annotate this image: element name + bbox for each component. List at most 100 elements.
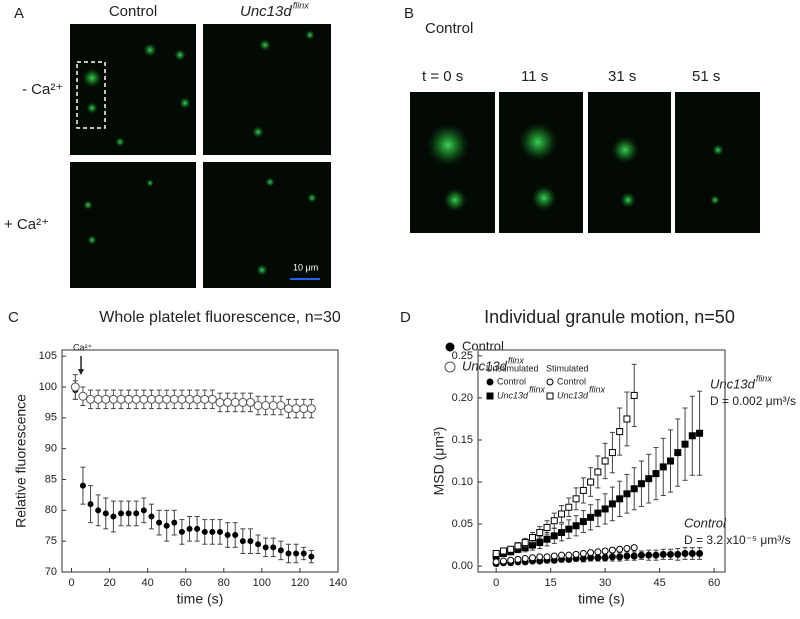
column-label: Unc13d [240,3,292,20]
plot-frame [477,349,726,573]
marker [514,542,522,550]
marker [140,507,147,514]
marker [308,553,315,560]
marker [216,528,223,535]
marker [445,342,455,352]
marker [601,554,609,562]
marker [492,558,500,566]
scale-label: 10 μm [293,262,318,272]
marker [536,553,544,561]
marker [270,544,277,551]
marker [486,378,494,386]
marker [93,394,103,404]
y-tick-label: 0.15 [452,434,473,446]
marker [536,528,544,536]
y-tick-label: 100 [39,381,57,393]
marker [601,505,609,513]
marker [587,513,595,521]
x-axis-label: time (s) [578,591,625,607]
marker [536,539,544,547]
marker [507,556,515,564]
marker [194,525,201,532]
marker [546,378,554,386]
marker [207,394,217,404]
marker [550,532,558,540]
marker [681,550,689,557]
marker [594,554,602,562]
marker [291,404,301,414]
marker [262,544,269,551]
annotation-title: Control [684,515,727,530]
row-label: + Ca²⁺ [4,216,49,233]
superscript: flinx [529,384,546,394]
y-tick-label: 70 [45,566,57,578]
marker [594,509,602,517]
marker [255,541,262,548]
superscript: flinx [756,373,773,383]
plot-frame [61,349,339,573]
marker [565,525,573,533]
marker [623,415,631,423]
x-tick-label: 40 [142,577,154,589]
marker [550,552,558,560]
marker [177,394,187,404]
marker [696,550,704,557]
frame-label: 11 s [521,68,548,85]
marker [528,554,536,562]
x-tick-label: 100 [253,577,271,589]
y-tick-label: 85 [45,473,57,485]
chart-title: Individual granule motion, n=50 [484,307,735,327]
frame-label: t = 0 s [422,68,463,85]
marker [572,495,580,503]
x-tick-label: 15 [545,577,557,589]
annotation-title: Unc13d [710,376,756,391]
y-tick-label: 90 [45,443,57,455]
marker [284,404,294,414]
marker [630,391,638,399]
marker [253,401,263,410]
marker [261,401,271,410]
marker [154,394,164,404]
y-tick-label: 0.00 [452,560,473,572]
marker [521,555,529,563]
marker [688,550,696,557]
x-tick-label: 80 [218,577,230,589]
marker [572,522,580,530]
marker [652,470,660,478]
y-tick-label: 95 [45,412,57,424]
marker [86,394,96,404]
marker [87,501,94,508]
y-tick-label: 105 [39,350,57,362]
marker [101,394,111,404]
marker [124,394,134,404]
marker [192,394,202,404]
y-tick-label: 0.25 [452,350,473,362]
marker [486,392,494,400]
marker [102,510,109,517]
marker [110,513,117,520]
marker [215,397,225,407]
chart-title: Whole platelet fluorescence, n=30 [99,309,341,326]
marker [594,548,602,556]
marker [579,518,587,526]
marker [616,495,624,503]
legend-title: Stimulated [546,363,589,373]
marker [637,480,645,488]
marker [276,401,286,410]
superscript: flinx [589,384,606,394]
marker [572,550,580,558]
marker [558,551,566,559]
y-axis-label: MSD (μm³) [431,427,447,496]
marker [133,510,140,517]
marker [645,551,653,559]
marker [116,394,126,404]
marker [514,555,522,563]
marker [630,485,638,493]
legend-label: Control [557,376,586,386]
marker [185,394,195,404]
marker [608,500,616,508]
x-axis-label: time (s) [177,591,224,607]
superscript: flinx [508,355,525,365]
y-tick-label: 0.05 [452,518,473,530]
